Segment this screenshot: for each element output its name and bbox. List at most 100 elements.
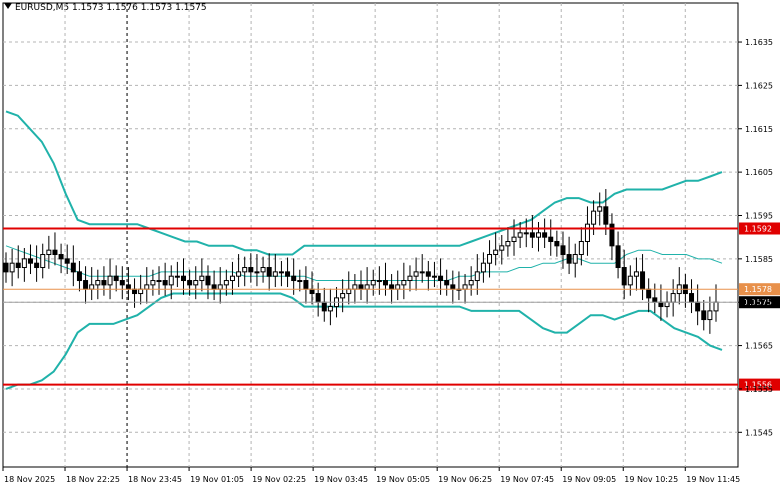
plot-frame [2,2,739,468]
chart-header: EURUSD,M5 1.1573 1.1576 1.1573 1.1575 [4,3,207,13]
y-tick-label: 1.1635 [745,38,773,47]
candle-body [138,288,144,295]
x-tick-label: 19 Nov 05:05 [376,475,430,484]
candle-body [242,267,248,273]
candle-body [658,301,664,308]
candle-body [346,288,352,295]
candle-body [591,210,597,225]
candle-body [181,275,186,282]
low-value: 1.1573 [140,3,173,13]
candle-body [266,267,272,277]
dropdown-triangle-icon[interactable] [4,3,12,9]
candle-body [205,275,211,286]
candle-body [499,245,505,251]
candle-body [615,245,621,269]
x-tick-label: 19 Nov 09:05 [562,475,616,484]
candle-body [352,284,358,290]
candle-body [315,293,321,303]
y-tick-label: 1.1545 [745,428,773,437]
candle-body [701,310,707,321]
candle-body [578,241,584,256]
candle-body [156,280,162,283]
candle-body [236,271,242,277]
x-tick-label: 18 Nov 2025 [4,475,55,484]
candle-body [431,275,437,278]
candle-body [174,275,180,278]
candle-body [162,280,168,286]
bollinger-bands [5,110,723,390]
candle-body [536,232,541,238]
candle-body [321,301,327,312]
current-price-tag [739,296,780,309]
candle-body [560,245,566,256]
x-tick-label: 19 Nov 01:05 [190,475,244,484]
candle-body [278,271,284,274]
candle-body [58,254,64,260]
candle-body [150,280,156,286]
candle-body [70,262,76,273]
candle-body [260,267,266,273]
candle-body [444,280,450,286]
candle-body [34,262,40,269]
candle-body [217,284,223,290]
candle-body [248,267,254,273]
candle-body [15,262,21,269]
candle-body [199,275,205,282]
candle-body [633,271,639,277]
candle-body [168,275,174,286]
candle-body [107,275,113,286]
x-tick-label: 19 Nov 02:25 [252,475,306,484]
candle-body [376,280,382,283]
candle-body [101,280,107,286]
candle-body [640,271,646,290]
candle-body [132,288,138,295]
candle-body [382,280,388,286]
candle-body [584,223,590,243]
high-value: 1.1576 [106,3,138,13]
candle-body [566,254,572,264]
x-tick-label: 19 Nov 06:25 [438,475,492,484]
candle-body [327,306,333,312]
y-tick-label: 1.1575 [745,298,773,307]
x-tick-label: 18 Nov 23:45 [128,475,182,484]
y-tick-label: 1.1565 [745,342,773,351]
level-price-tag [739,222,780,235]
candle-body [223,280,229,286]
candle-body [46,249,52,256]
close-value: 1.1575 [175,3,207,13]
candle-body [125,284,131,290]
candle-body [119,280,125,286]
candle-body [89,284,95,290]
candle-body [554,241,560,247]
band-middle [5,245,723,281]
candle-body [291,275,297,282]
candle-body [95,280,101,286]
candle-body [425,271,431,277]
candle-body [511,236,517,243]
candle-body [395,284,401,290]
candle-body [64,258,70,264]
candle-body [309,288,315,295]
candle-body [652,297,658,303]
candle-body [83,280,89,290]
candle-body [285,271,291,277]
candle-body [493,249,499,256]
candle-body [438,275,444,282]
candle-body [187,280,193,286]
candle-body [505,241,511,247]
x-tick-label: 19 Nov 03:45 [314,475,368,484]
candle-body [297,280,303,283]
candle-body [450,284,456,290]
open-value: 1.1573 [72,3,104,13]
candle-body [340,293,346,299]
price-levels: 1.1592 1.1578 1.1556 1.1575 [3,222,780,391]
candle-body [407,275,413,282]
candle-body [358,284,364,290]
grid [2,2,739,468]
candle-body [462,284,468,290]
candle-body [474,271,480,282]
candle-body [272,271,278,277]
candle-body [487,254,493,264]
candle-body [713,301,719,312]
